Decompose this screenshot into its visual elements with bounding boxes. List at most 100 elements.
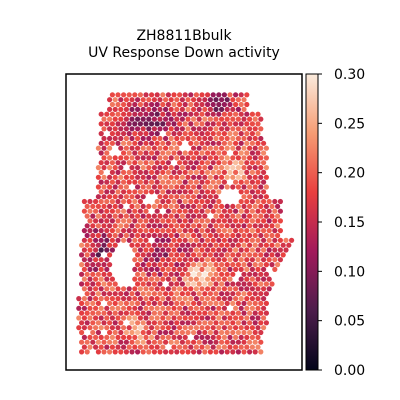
tissue-spot: [109, 169, 115, 175]
tissue-spot: [263, 165, 269, 171]
tissue-spot: [95, 291, 101, 297]
tissue-spot: [135, 223, 141, 229]
tissue-spot: [143, 286, 149, 292]
tissue-spot: [258, 271, 264, 277]
tissue-spot: [252, 126, 258, 132]
tissue-spot: [95, 223, 101, 229]
tissue-spot: [216, 237, 222, 243]
tissue-spot: [163, 339, 169, 345]
tissue-spot: [233, 247, 239, 253]
tissue-spot: [216, 101, 222, 108]
tissue-spot: [98, 111, 104, 117]
tissue-spot: [163, 349, 169, 355]
tissue-spot: [182, 266, 188, 272]
tissue-spot: [258, 300, 264, 306]
tissue-spot: [149, 257, 155, 263]
tissue-spot: [107, 155, 113, 161]
tissue-spot: [205, 140, 211, 146]
tissue-spot: [188, 189, 194, 195]
tissue-spot: [249, 179, 255, 185]
tissue-spot: [129, 135, 135, 142]
tissue-spot: [101, 291, 107, 297]
tissue-spot: [168, 97, 174, 103]
tissue-spot: [118, 97, 124, 103]
tissue-spot: [269, 213, 275, 219]
tissue-spot: [101, 194, 107, 200]
tissue-spot: [216, 334, 222, 340]
tissue-spot: [185, 329, 191, 336]
tissue-spot: [247, 184, 253, 190]
tissue-spot: [179, 126, 185, 132]
tissue-spot: [202, 262, 208, 268]
tissue-spot: [143, 228, 149, 234]
tissue-spot: [168, 271, 174, 277]
tissue-spot: [188, 131, 194, 137]
tissue-spot: [149, 296, 155, 302]
tissue-spot: [241, 106, 247, 112]
tissue-spot: [227, 169, 233, 175]
tissue-spot: [135, 291, 141, 297]
tissue-spot: [244, 121, 250, 127]
tissue-spot: [154, 247, 160, 253]
tissue-spot: [241, 213, 247, 219]
tissue-spot: [123, 174, 129, 180]
tissue-spot: [230, 165, 236, 171]
tissue-spot: [174, 165, 180, 171]
tissue-spot: [233, 131, 239, 137]
tissue-spot: [129, 213, 135, 219]
tissue-spot: [177, 315, 183, 321]
tissue-spot: [165, 286, 171, 292]
tissue-spot: [160, 257, 166, 263]
tissue-spot: [118, 155, 124, 161]
tissue-spot: [174, 349, 180, 355]
tissue-spot: [272, 257, 278, 263]
tissue-spot: [219, 97, 225, 103]
tissue-spot: [95, 242, 101, 248]
tissue-spot: [168, 223, 174, 229]
tissue-spot: [224, 97, 230, 103]
tissue-spot: [188, 101, 194, 108]
tissue-spot: [98, 247, 104, 253]
tissue-spot: [93, 286, 99, 292]
tissue-spot: [81, 247, 87, 253]
tissue-spot: [269, 242, 275, 248]
tissue-spot: [224, 300, 230, 306]
tissue-spot: [205, 266, 211, 272]
tissue-spot: [193, 218, 199, 224]
tissue-spot: [135, 97, 141, 103]
tissue-spot: [213, 145, 219, 151]
tissue-spot: [90, 300, 96, 306]
tissue-spot: [230, 116, 236, 122]
tissue-spot: [182, 189, 188, 195]
tissue-spot: [171, 286, 177, 292]
tissue-spot: [123, 213, 129, 219]
tissue-spot: [179, 174, 185, 180]
tissue-spot: [213, 271, 219, 277]
tissue-spot: [165, 92, 171, 98]
tissue-spot: [140, 174, 146, 180]
tissue-spot: [188, 276, 194, 282]
tissue-spot: [79, 300, 85, 306]
tissue-spot: [179, 223, 185, 229]
tissue-spot: [81, 334, 87, 340]
tissue-spot: [207, 291, 213, 297]
tissue-spot: [95, 349, 101, 355]
tissue-spot: [249, 208, 255, 214]
tissue-spot: [241, 271, 247, 277]
tissue-spot: [193, 276, 199, 282]
tissue-spot: [174, 339, 180, 345]
tissue-spot: [157, 116, 163, 122]
tissue-spot: [213, 174, 219, 180]
tissue-spot: [202, 135, 208, 142]
tissue-spot: [252, 145, 258, 151]
tissue-spot: [132, 315, 138, 321]
tissue-spot: [233, 344, 239, 350]
tissue-spot: [163, 165, 169, 171]
tissue-spot: [135, 271, 141, 277]
tissue-spot: [238, 169, 244, 175]
tissue-spot: [196, 203, 202, 209]
tissue-spot: [146, 262, 152, 268]
tissue-spot: [185, 116, 191, 122]
tissue-spot: [205, 101, 211, 108]
tissue-spot: [146, 300, 152, 306]
